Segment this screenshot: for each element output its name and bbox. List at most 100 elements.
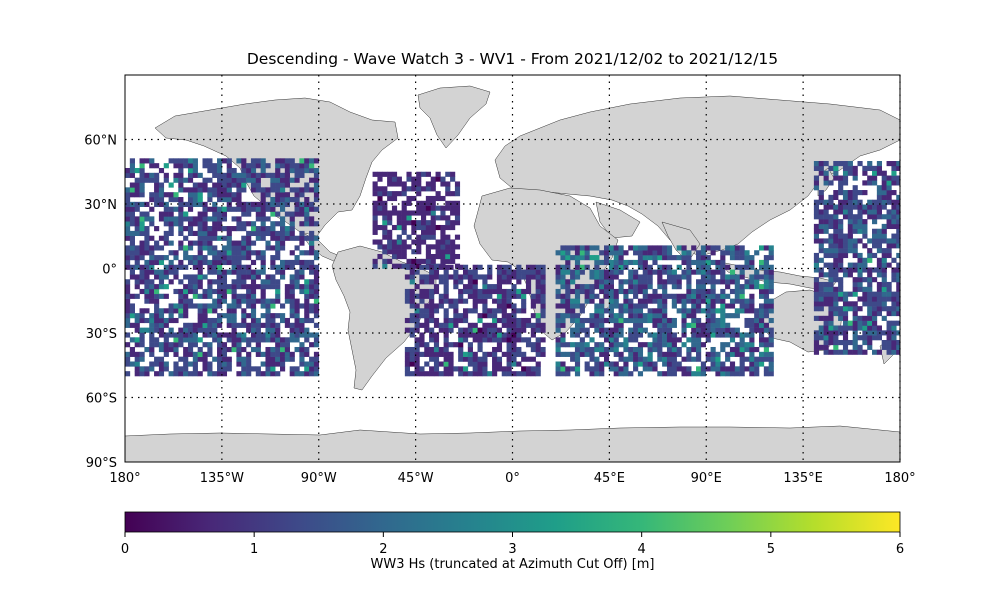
hs-cell xyxy=(896,310,900,317)
hs-cell xyxy=(217,163,223,169)
hs-cell xyxy=(154,187,160,193)
hs-cell xyxy=(270,361,276,367)
hs-cell xyxy=(265,274,271,280)
hs-cell xyxy=(705,274,711,280)
hs-cell xyxy=(896,219,900,225)
hs-cell xyxy=(313,322,320,328)
hs-cell xyxy=(197,197,203,203)
hs-cell xyxy=(304,332,310,338)
hs-cell xyxy=(867,209,873,215)
hs-cell xyxy=(207,351,213,357)
hs-cell xyxy=(429,293,435,299)
hs-cell xyxy=(657,342,663,348)
hs-cell xyxy=(842,349,849,355)
hs-cell xyxy=(246,342,252,348)
hs-cell xyxy=(221,361,228,367)
hs-cell xyxy=(139,177,145,183)
hs-cell xyxy=(482,366,488,372)
hs-cell xyxy=(226,366,232,372)
hs-cell xyxy=(637,250,644,256)
hs-cell xyxy=(129,172,135,178)
hs-cell xyxy=(574,361,581,367)
hs-cell xyxy=(594,327,600,333)
hs-cell xyxy=(377,176,383,182)
hs-cell xyxy=(443,313,449,319)
hs-cell xyxy=(637,332,644,338)
hs-cell xyxy=(637,351,644,357)
hs-cell xyxy=(467,274,473,280)
hs-cell xyxy=(876,233,883,239)
hs-cell xyxy=(221,351,228,357)
hs-cell xyxy=(377,200,383,206)
hs-cell xyxy=(396,215,402,221)
hs-cell xyxy=(758,274,765,280)
hs-cell xyxy=(686,279,692,285)
hs-cell xyxy=(411,186,417,192)
hs-cell xyxy=(560,245,566,251)
hs-cell xyxy=(294,274,300,280)
hs-cell xyxy=(525,288,532,295)
hs-cell xyxy=(433,264,440,270)
hs-cell xyxy=(472,337,478,343)
hs-cell xyxy=(872,175,878,181)
hs-cell xyxy=(872,214,878,220)
hs-cell xyxy=(382,224,388,231)
hs-cell xyxy=(487,322,493,328)
hs-cell xyxy=(255,182,261,188)
hs-cell xyxy=(652,298,658,304)
hs-cell xyxy=(265,371,271,377)
hs-cell xyxy=(574,371,581,377)
hs-cell xyxy=(187,346,194,353)
hs-cell xyxy=(833,310,839,317)
hs-cell xyxy=(309,284,315,290)
hs-cell xyxy=(433,337,440,343)
hs-cell xyxy=(715,351,721,357)
hs-cell xyxy=(754,371,760,377)
colorbar-gradient xyxy=(124,511,901,533)
hs-cell xyxy=(391,205,398,211)
hs-cell xyxy=(144,240,150,246)
hs-cell xyxy=(686,250,692,256)
hs-cell xyxy=(409,313,415,319)
hs-cell xyxy=(192,259,198,266)
hs-cell xyxy=(255,226,261,232)
hs-cell xyxy=(833,296,839,302)
hs-cell xyxy=(207,235,213,241)
hs-cell xyxy=(867,161,873,167)
hs-cell xyxy=(435,195,441,202)
hs-cell xyxy=(416,181,422,187)
hs-cell xyxy=(686,308,692,314)
hs-cell xyxy=(440,195,446,202)
hs-cell xyxy=(496,303,503,309)
hs-cell xyxy=(139,351,145,357)
hs-cell xyxy=(414,342,420,348)
hs-cell xyxy=(173,255,179,261)
hs-cell xyxy=(221,177,228,183)
hs-cell xyxy=(467,288,473,295)
hs-cell xyxy=(396,191,402,197)
hs-cell xyxy=(158,235,165,241)
hs-cell xyxy=(852,286,858,292)
hs-cell xyxy=(309,250,315,256)
hs-cell xyxy=(149,158,155,164)
hs-cell xyxy=(168,308,174,314)
hs-cell xyxy=(241,226,247,232)
hs-cell xyxy=(125,259,131,266)
hs-cell xyxy=(501,313,507,319)
hs-cell xyxy=(710,346,716,353)
hs-cell xyxy=(739,288,745,295)
hs-cell xyxy=(294,167,300,174)
hs-cell xyxy=(565,371,571,377)
hs-cell xyxy=(749,351,755,357)
hs-cell xyxy=(691,322,697,328)
hs-cell xyxy=(828,296,834,302)
hs-cell xyxy=(666,317,673,324)
hs-cell xyxy=(178,342,184,348)
hs-cell xyxy=(739,342,745,348)
hs-cell xyxy=(246,163,252,169)
hs-cell xyxy=(867,296,873,302)
hs-cell xyxy=(448,371,454,377)
hs-cell xyxy=(129,313,135,319)
hs-cell xyxy=(886,199,892,205)
